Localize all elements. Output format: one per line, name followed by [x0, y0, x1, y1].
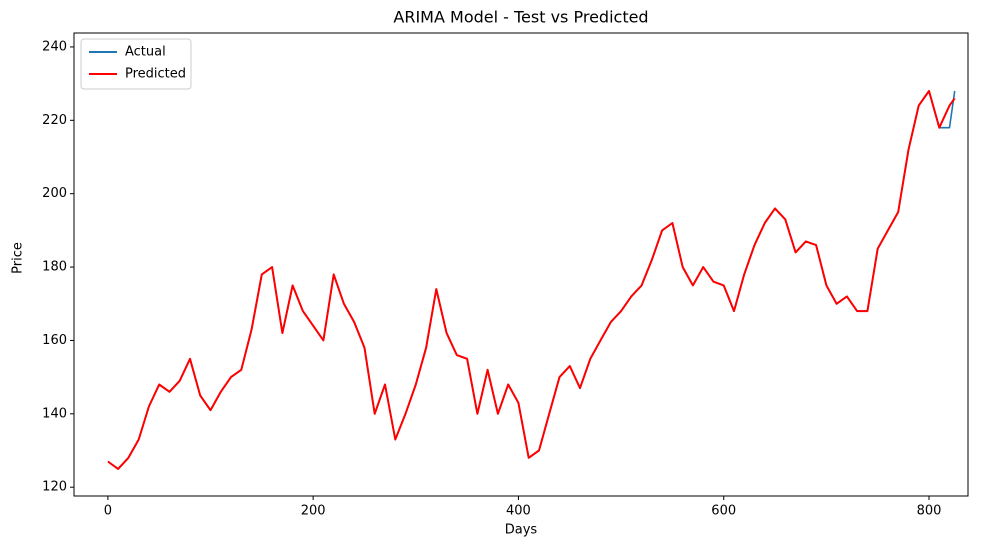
y-tick-label: 160: [42, 333, 67, 348]
plot-frame: [73, 32, 969, 497]
y-tick-label: 180: [42, 260, 67, 275]
y-tick-label: 220: [42, 113, 67, 128]
chart-title: ARIMA Model - Test vs Predicted: [393, 8, 648, 27]
x-tick-label: 0: [104, 504, 112, 519]
x-tick-label: 800: [917, 504, 942, 519]
data-line: [107, 90, 956, 470]
data-line: [107, 90, 956, 470]
x-tick-label: 200: [301, 504, 326, 519]
y-axis-label: Price: [11, 242, 26, 274]
y-tick-label: 240: [42, 39, 67, 54]
x-axis-label: Days: [505, 523, 538, 538]
x-tick-label: 400: [506, 504, 531, 519]
legend-label: Predicted: [125, 67, 186, 82]
y-tick-label: 120: [42, 480, 67, 495]
legend-label: Actual: [125, 45, 166, 60]
y-tick-label: 140: [42, 406, 67, 421]
y-tick-label: 200: [42, 186, 67, 201]
x-tick-label: 600: [711, 504, 736, 519]
